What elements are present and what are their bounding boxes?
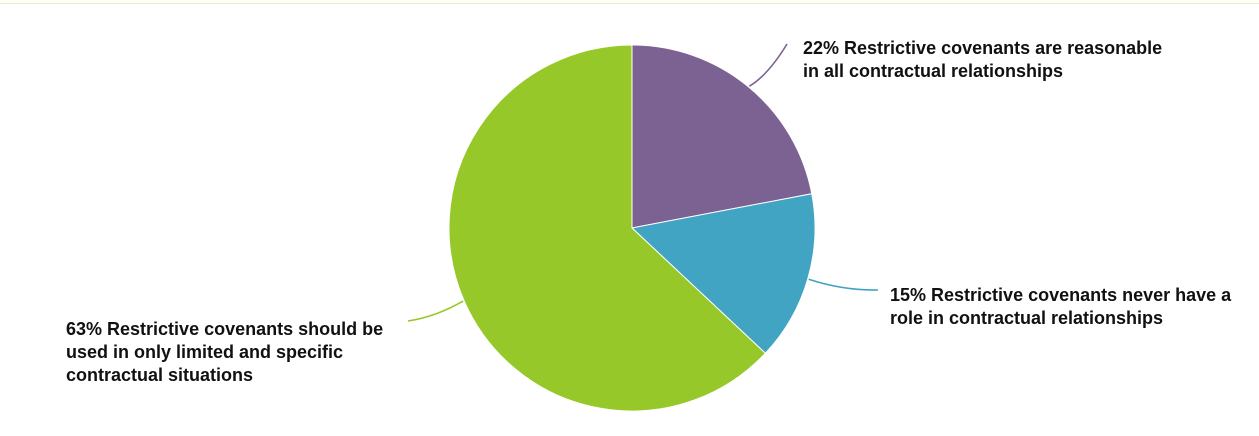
leader-line-limited-specific — [408, 301, 463, 321]
leader-line-never-role — [809, 279, 878, 290]
slice-label-limited-specific: 63% Restrictive covenants should be used… — [66, 318, 396, 387]
slice-label-reasonable-all: 22% Restrictive covenants are reasonable… — [803, 37, 1163, 83]
slice-label-never-role: 15% Restrictive covenants never have a r… — [890, 284, 1250, 330]
leader-line-reasonable-all — [749, 44, 787, 86]
